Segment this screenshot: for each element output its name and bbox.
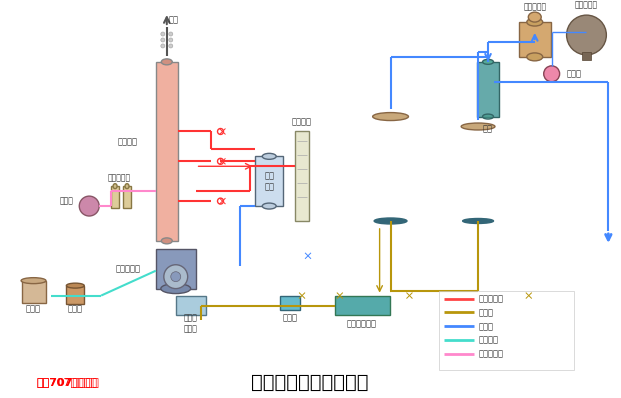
Ellipse shape xyxy=(21,278,46,284)
Ellipse shape xyxy=(125,184,129,189)
FancyBboxPatch shape xyxy=(66,286,84,304)
FancyBboxPatch shape xyxy=(519,22,551,57)
Circle shape xyxy=(544,66,560,82)
Circle shape xyxy=(217,158,224,164)
Ellipse shape xyxy=(113,184,117,189)
Text: 燃油桶: 燃油桶 xyxy=(68,304,83,313)
Circle shape xyxy=(161,32,165,36)
FancyBboxPatch shape xyxy=(176,296,206,316)
Polygon shape xyxy=(444,127,512,221)
Text: 一级
消化池: 一级 消化池 xyxy=(381,158,400,179)
Ellipse shape xyxy=(373,113,409,121)
Ellipse shape xyxy=(262,203,276,209)
Text: 污泥管: 污泥管 xyxy=(479,308,494,317)
Polygon shape xyxy=(297,291,307,300)
Text: 空压机: 空压机 xyxy=(566,69,582,78)
FancyBboxPatch shape xyxy=(280,296,300,310)
FancyBboxPatch shape xyxy=(156,249,196,289)
Ellipse shape xyxy=(161,284,191,294)
FancyBboxPatch shape xyxy=(581,52,591,60)
Circle shape xyxy=(217,198,224,204)
FancyBboxPatch shape xyxy=(156,62,178,241)
Polygon shape xyxy=(404,291,414,300)
Ellipse shape xyxy=(66,283,84,288)
Ellipse shape xyxy=(527,53,543,61)
Circle shape xyxy=(161,38,165,42)
Polygon shape xyxy=(355,117,427,221)
Text: 化工707剪辑制作: 化工707剪辑制作 xyxy=(37,377,97,387)
Text: 脱硫: 脱硫 xyxy=(483,124,493,133)
Text: 沼气
锅炉: 沼气 锅炉 xyxy=(264,172,274,191)
Polygon shape xyxy=(524,291,534,300)
Circle shape xyxy=(169,44,173,48)
Circle shape xyxy=(161,44,165,48)
Text: 贮油池: 贮油池 xyxy=(26,304,41,313)
Ellipse shape xyxy=(483,114,494,119)
Text: 热交换器: 热交换器 xyxy=(292,117,312,126)
Ellipse shape xyxy=(262,153,276,159)
FancyBboxPatch shape xyxy=(295,131,309,221)
Text: 废热锅炉: 废热锅炉 xyxy=(118,137,138,146)
Text: 润滑油
冷却器: 润滑油 冷却器 xyxy=(184,314,197,333)
Ellipse shape xyxy=(161,59,172,65)
Circle shape xyxy=(566,15,606,55)
Ellipse shape xyxy=(461,123,495,130)
Text: 沼气发电热量回收流程: 沼气发电热量回收流程 xyxy=(252,373,369,392)
Text: 沼气发动机: 沼气发动机 xyxy=(116,264,141,273)
FancyBboxPatch shape xyxy=(111,186,119,208)
Text: 空压机: 空压机 xyxy=(60,197,73,206)
Text: 生污泥加热器: 生污泥加热器 xyxy=(347,319,377,328)
Circle shape xyxy=(79,196,99,216)
FancyBboxPatch shape xyxy=(335,296,389,316)
Text: 低压储气罐: 低压储气罐 xyxy=(524,3,546,12)
Polygon shape xyxy=(335,291,345,300)
FancyBboxPatch shape xyxy=(477,62,499,117)
Circle shape xyxy=(217,129,224,135)
Circle shape xyxy=(171,272,181,282)
Ellipse shape xyxy=(374,218,407,224)
Text: 燃料油管: 燃料油管 xyxy=(479,336,499,345)
Polygon shape xyxy=(217,156,227,166)
Ellipse shape xyxy=(463,219,494,223)
FancyBboxPatch shape xyxy=(255,156,283,206)
Text: 化工707剪辑制作: 化工707剪辑制作 xyxy=(37,377,99,387)
Circle shape xyxy=(169,32,173,36)
Text: 压缩空气管: 压缩空气管 xyxy=(479,350,504,359)
Text: 高压储气罐: 高压储气罐 xyxy=(575,1,598,10)
Polygon shape xyxy=(217,196,227,206)
Text: 二级
消化池: 二级 消化池 xyxy=(469,163,487,185)
Ellipse shape xyxy=(161,238,172,244)
Ellipse shape xyxy=(527,18,543,26)
Circle shape xyxy=(164,265,188,289)
Text: 生污泥: 生污泥 xyxy=(283,313,297,322)
Ellipse shape xyxy=(483,59,494,64)
Text: 沼气管: 沼气管 xyxy=(479,322,494,331)
Polygon shape xyxy=(217,127,227,137)
FancyBboxPatch shape xyxy=(22,281,47,302)
Text: 循环冷却水: 循环冷却水 xyxy=(479,294,504,303)
Ellipse shape xyxy=(528,12,542,22)
Text: 启动氧气瓶: 启动氧气瓶 xyxy=(107,174,130,183)
Polygon shape xyxy=(303,251,313,261)
Circle shape xyxy=(169,38,173,42)
FancyBboxPatch shape xyxy=(123,186,131,208)
Text: 排气: 排气 xyxy=(169,16,179,25)
